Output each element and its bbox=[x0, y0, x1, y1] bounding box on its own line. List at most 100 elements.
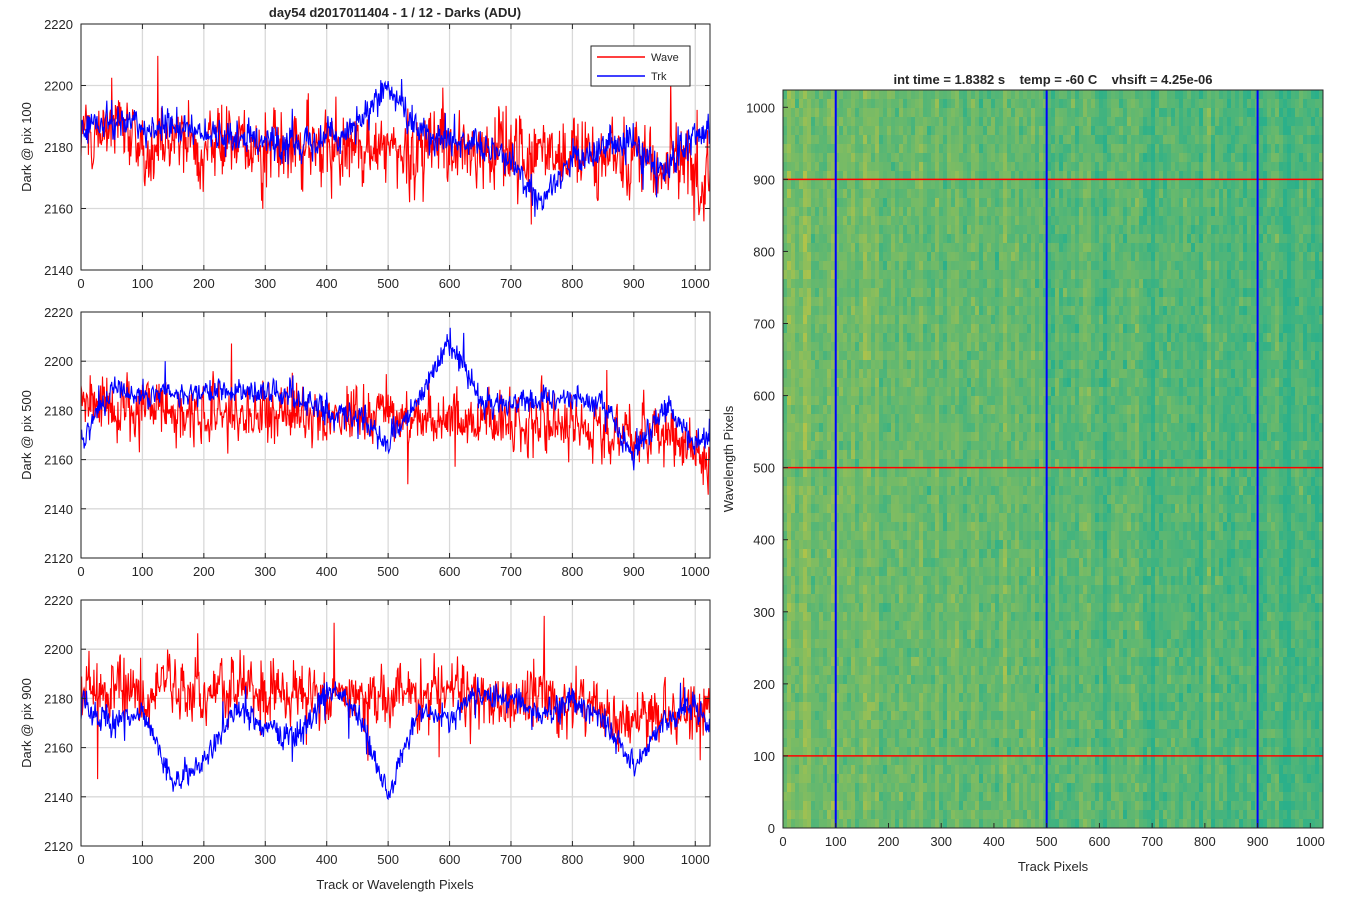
heatmap-cell bbox=[1059, 153, 1064, 163]
heatmap-cell bbox=[835, 216, 840, 226]
heatmap-cell bbox=[835, 279, 840, 289]
heatmap-cell bbox=[1007, 261, 1012, 271]
heatmap-cell bbox=[1163, 297, 1168, 307]
heatmap-cell bbox=[1031, 207, 1036, 217]
heatmap-cell bbox=[971, 369, 976, 379]
heatmap-cell bbox=[1067, 342, 1072, 352]
heatmap-cell bbox=[1295, 198, 1300, 208]
heatmap-cell bbox=[975, 234, 980, 244]
heatmap-cell bbox=[1023, 126, 1028, 136]
heatmap-cell bbox=[891, 117, 896, 127]
heatmap-cell bbox=[883, 297, 888, 307]
heatmap-cell bbox=[1303, 243, 1308, 253]
heatmap-cell bbox=[939, 297, 944, 307]
heatmap-cell bbox=[1087, 261, 1092, 271]
heatmap-cell bbox=[1031, 189, 1036, 199]
heatmap-cell bbox=[859, 162, 864, 172]
heatmap-cell bbox=[879, 171, 884, 181]
heatmap-cell bbox=[803, 234, 808, 244]
heatmap-cell bbox=[1007, 225, 1012, 235]
heatmap-cell bbox=[915, 171, 920, 181]
heatmap-cell bbox=[1251, 225, 1256, 235]
heatmap-cell bbox=[1283, 90, 1288, 100]
heatmap-cell bbox=[1195, 90, 1200, 100]
heatmap-cell bbox=[1015, 315, 1020, 325]
heatmap-cell bbox=[1023, 333, 1028, 343]
heatmap-cell bbox=[1315, 99, 1320, 109]
heatmap-cell bbox=[1155, 324, 1160, 334]
heatmap-cell bbox=[1083, 198, 1088, 208]
heatmap-cell bbox=[839, 108, 844, 118]
heatmap-cell bbox=[1231, 108, 1236, 118]
heatmap-cell bbox=[1083, 243, 1088, 253]
heatmap-cell bbox=[943, 252, 948, 262]
heatmap-cell bbox=[851, 225, 856, 235]
heatmap-cell bbox=[1059, 351, 1064, 361]
heatmap-cell bbox=[791, 189, 796, 199]
heatmap-cell bbox=[1223, 216, 1228, 226]
heatmap-cell bbox=[859, 117, 864, 127]
heatmap-cell bbox=[839, 351, 844, 361]
heatmap-cell bbox=[1111, 315, 1116, 325]
heatmap-cell bbox=[1263, 153, 1268, 163]
heatmap-cell bbox=[1015, 297, 1020, 307]
heatmap-cell bbox=[979, 261, 984, 271]
heatmap-cell bbox=[1163, 351, 1168, 361]
heatmap-cell bbox=[803, 405, 808, 415]
heatmap-cell bbox=[907, 333, 912, 343]
heatmap-cell bbox=[1191, 342, 1196, 352]
heatmap-cell bbox=[1299, 171, 1304, 181]
heatmap-cell bbox=[1315, 216, 1320, 226]
heatmap-cell bbox=[831, 171, 836, 181]
heatmap-cell bbox=[1015, 324, 1020, 334]
heatmap-cell bbox=[935, 207, 940, 217]
heatmap-cell bbox=[1279, 198, 1284, 208]
heatmap-cell bbox=[1103, 198, 1108, 208]
heatmap-cell bbox=[851, 306, 856, 316]
heatmap-cell bbox=[1107, 207, 1112, 217]
heatmap-cell bbox=[1207, 315, 1212, 325]
heatmap-cell bbox=[1175, 171, 1180, 181]
heatmap-cell bbox=[1111, 279, 1116, 289]
heatmap-cell bbox=[851, 117, 856, 127]
heatmap-cell bbox=[1051, 117, 1056, 127]
heatmap-cell bbox=[1211, 180, 1216, 190]
heatmap-cell bbox=[979, 315, 984, 325]
heatmap-cell bbox=[843, 378, 848, 388]
heatmap-cell bbox=[1311, 90, 1316, 100]
heatmap-cell bbox=[1219, 279, 1224, 289]
heatmap-cell bbox=[1027, 252, 1032, 262]
heatmap-cell bbox=[811, 405, 816, 415]
heatmap-cell bbox=[1303, 270, 1308, 280]
heatmap-cell bbox=[935, 288, 940, 298]
heatmap-cell bbox=[1283, 225, 1288, 235]
heatmap-cell bbox=[1275, 288, 1280, 298]
heatmap-cell bbox=[787, 324, 792, 334]
heatmap-cell bbox=[815, 243, 820, 253]
heatmap-cell bbox=[1031, 351, 1036, 361]
heatmap-cell bbox=[1039, 234, 1044, 244]
heatmap-cell bbox=[843, 315, 848, 325]
heatmap-cell bbox=[1119, 324, 1124, 334]
heatmap-cell bbox=[979, 189, 984, 199]
heatmap-cell bbox=[855, 207, 860, 217]
heatmap-cell bbox=[1207, 207, 1212, 217]
heatmap-cell bbox=[1147, 288, 1152, 298]
heatmap-cell bbox=[823, 297, 828, 307]
heatmap-cell bbox=[1047, 90, 1052, 100]
heatmap-cell bbox=[991, 297, 996, 307]
heatmap-cell bbox=[887, 261, 892, 271]
heatmap-cell bbox=[1139, 117, 1144, 127]
heatmap-cell bbox=[879, 270, 884, 280]
heatmap-cell bbox=[1215, 189, 1220, 199]
heatmap-cell bbox=[1311, 387, 1316, 397]
heatmap-cell bbox=[1155, 315, 1160, 325]
heatmap-cell bbox=[1079, 279, 1084, 289]
heatmap-cell bbox=[1311, 315, 1316, 325]
heatmap-cell bbox=[1143, 225, 1148, 235]
heatmap-cell bbox=[1011, 333, 1016, 343]
heatmap-cell bbox=[1115, 315, 1120, 325]
heatmap-cell bbox=[807, 153, 812, 163]
heatmap-cell bbox=[1047, 99, 1052, 109]
heatmap-cell bbox=[1031, 162, 1036, 172]
